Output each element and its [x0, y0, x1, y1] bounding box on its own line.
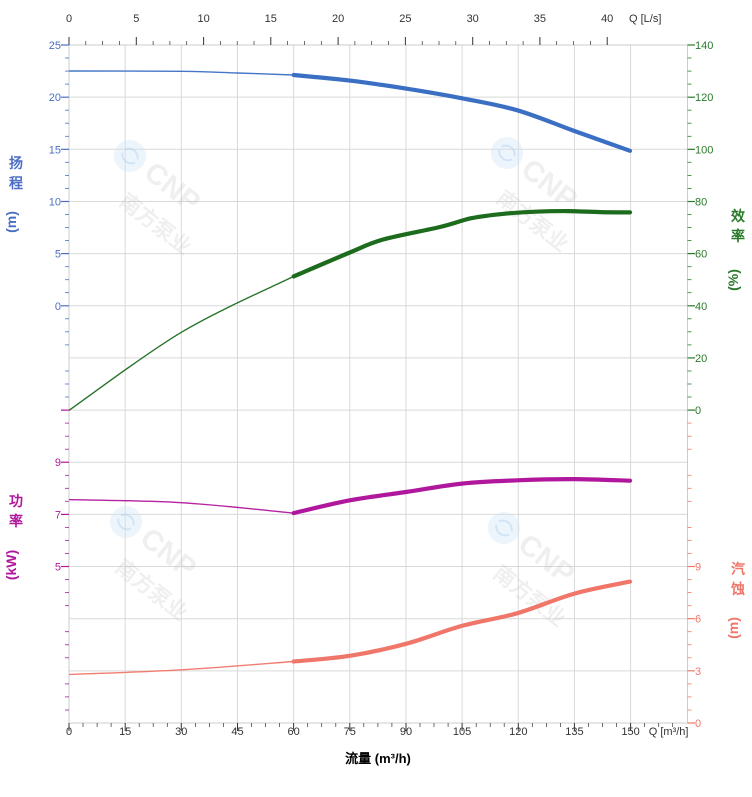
svg-text:5: 5	[55, 562, 61, 574]
svg-text:10: 10	[49, 197, 61, 209]
svg-text:120: 120	[695, 92, 713, 104]
svg-text:35: 35	[534, 13, 546, 25]
svg-text:30: 30	[467, 13, 479, 25]
svg-text:扬: 扬	[9, 155, 23, 171]
svg-text:0: 0	[55, 301, 61, 313]
svg-text:0: 0	[695, 718, 701, 730]
svg-text:100: 100	[695, 144, 713, 156]
svg-text:5: 5	[55, 249, 61, 261]
svg-text:6: 6	[695, 614, 701, 626]
svg-text:效: 效	[731, 208, 746, 224]
svg-text:(m): (m)	[3, 211, 19, 233]
svg-text:9: 9	[695, 562, 701, 574]
svg-text:9: 9	[55, 457, 61, 469]
svg-text:率: 率	[9, 513, 23, 529]
svg-text:15: 15	[265, 13, 277, 25]
svg-text:40: 40	[601, 13, 613, 25]
svg-text:流量 (m³/h): 流量 (m³/h)	[345, 751, 411, 766]
svg-text:80: 80	[695, 197, 707, 209]
svg-text:(m): (m)	[725, 617, 741, 639]
svg-text:功: 功	[9, 493, 23, 509]
svg-text:25: 25	[399, 13, 411, 25]
svg-text:蚀: 蚀	[730, 581, 745, 597]
svg-text:程: 程	[9, 175, 23, 191]
svg-text:0: 0	[695, 405, 701, 417]
svg-text:Q [L/s]: Q [L/s]	[629, 13, 661, 25]
svg-text:3: 3	[695, 666, 701, 678]
svg-text:25: 25	[49, 40, 61, 52]
svg-text:Q [m³/h]: Q [m³/h]	[649, 726, 689, 738]
svg-text:40: 40	[695, 301, 707, 313]
svg-text:0: 0	[66, 13, 72, 25]
svg-text:率: 率	[731, 228, 745, 244]
svg-text:20: 20	[49, 92, 61, 104]
svg-text:汽: 汽	[731, 561, 745, 577]
svg-text:20: 20	[332, 13, 344, 25]
svg-text:20: 20	[695, 353, 707, 365]
svg-text:(%): (%)	[725, 269, 741, 291]
svg-text:(kW): (kW)	[3, 550, 19, 580]
svg-text:5: 5	[133, 13, 139, 25]
svg-text:15: 15	[49, 144, 61, 156]
svg-text:140: 140	[695, 40, 713, 52]
svg-text:10: 10	[197, 13, 209, 25]
svg-text:60: 60	[695, 249, 707, 261]
svg-text:7: 7	[55, 509, 61, 521]
